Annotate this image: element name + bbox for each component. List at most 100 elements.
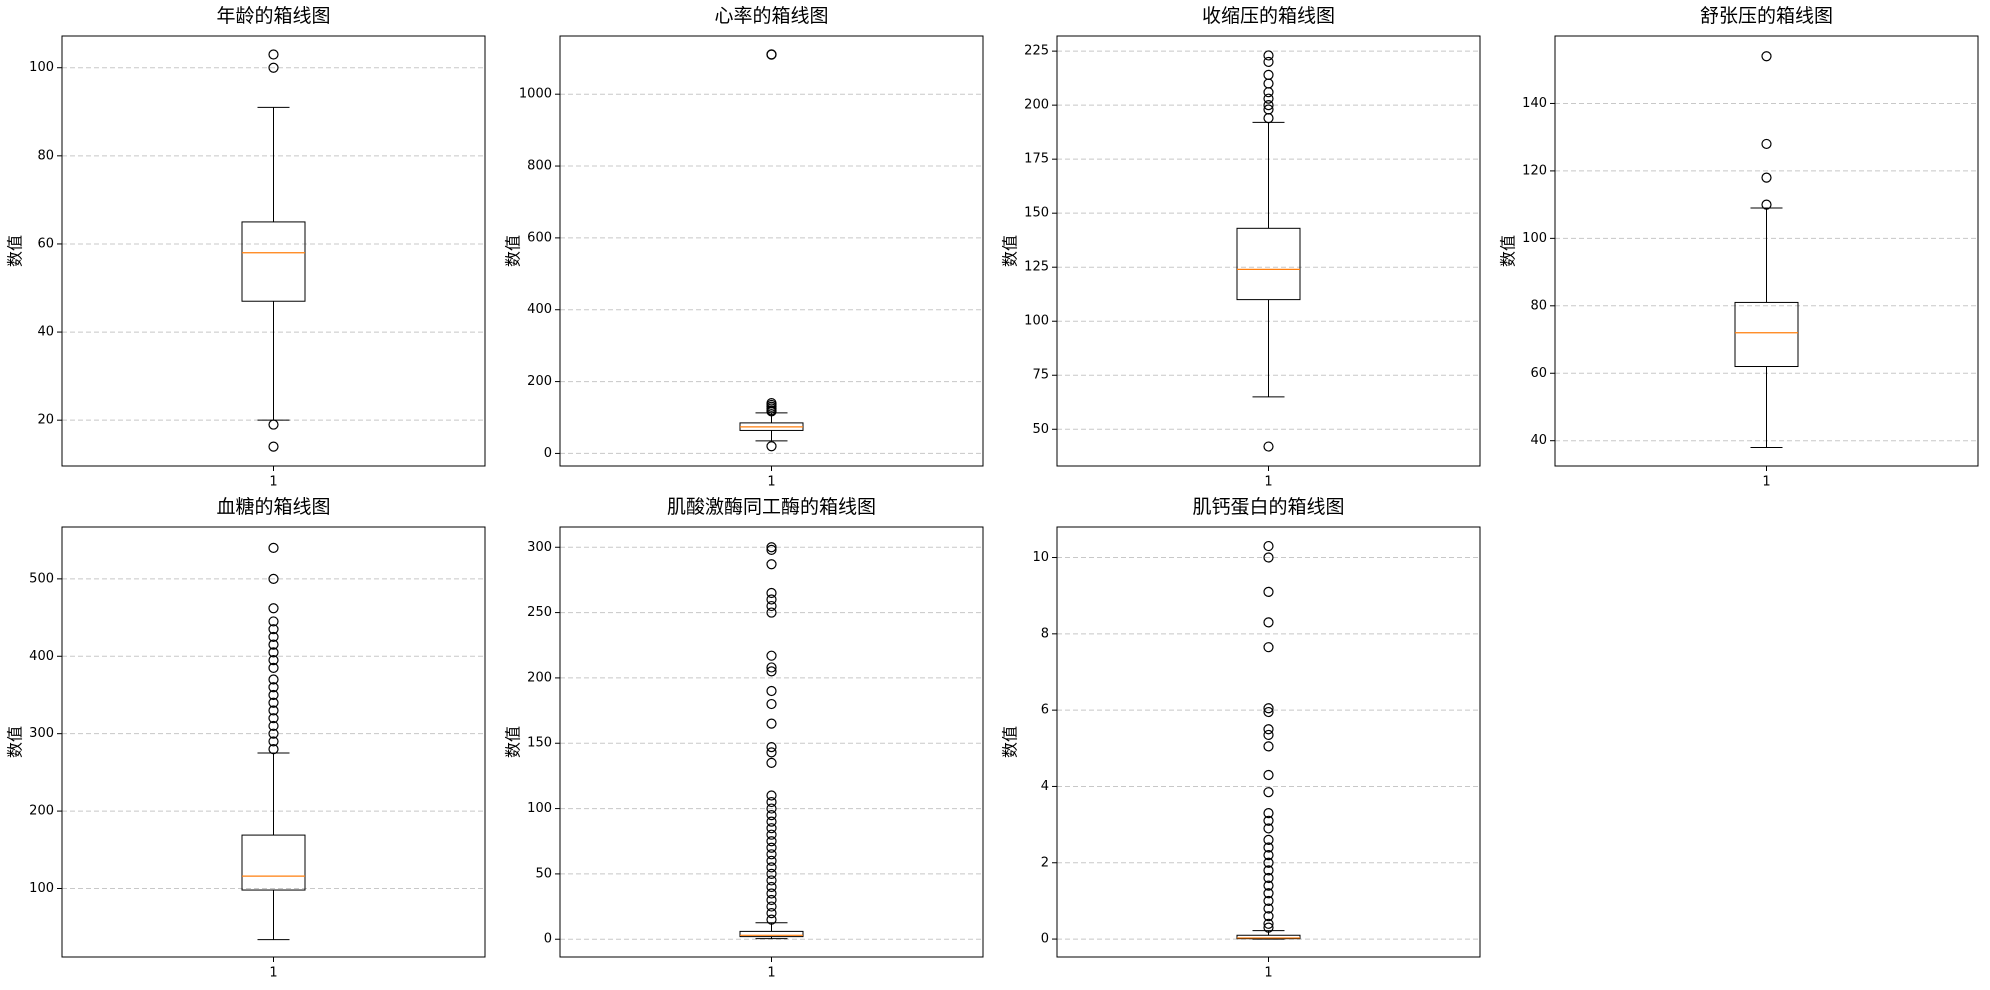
flier: [268, 603, 279, 614]
flier: [1263, 834, 1274, 845]
flier: [766, 823, 777, 834]
flier: [1263, 617, 1274, 628]
flier: [268, 736, 279, 747]
y-tick-label: 20: [37, 413, 54, 428]
y-tick-label: 100: [1024, 314, 1049, 329]
flier: [766, 803, 777, 814]
flier: [1263, 903, 1274, 914]
flier: [766, 406, 777, 417]
flier: [766, 49, 777, 60]
chart-title: 收缩压的箱线图: [1202, 5, 1335, 27]
flier: [1263, 552, 1274, 563]
flier: [766, 747, 777, 758]
y-axis-label: 数值: [504, 726, 523, 758]
flier: [1263, 741, 1274, 752]
x-tick-label: 1: [767, 966, 775, 981]
flier: [268, 728, 279, 739]
flier: [1263, 911, 1274, 922]
y-axis-label: 数值: [504, 235, 523, 267]
flier: [766, 587, 777, 599]
y-tick-label: 140: [1522, 96, 1547, 111]
flier: [268, 682, 279, 693]
flier: [1263, 815, 1274, 826]
axes-frame: [559, 35, 984, 467]
flier: [766, 914, 777, 925]
flier: [766, 559, 777, 570]
flier: [1761, 172, 1772, 183]
flier: [1263, 729, 1274, 741]
y-tick-label: 200: [1024, 98, 1049, 113]
chart-title: 肌酸激酶同工酶的箱线图: [667, 496, 876, 518]
flier: [766, 855, 777, 866]
box: [241, 834, 306, 891]
y-tick-label: 50: [535, 866, 552, 881]
flier: [766, 881, 777, 893]
flier: [1263, 823, 1274, 834]
flier: [766, 868, 777, 880]
y-tick-label: 250: [527, 605, 552, 620]
y-tick-label: 6: [1041, 703, 1049, 718]
flier: [1761, 199, 1772, 210]
y-tick-label: 10: [1032, 550, 1049, 565]
x-tick-label: 1: [1264, 475, 1272, 490]
flier: [268, 744, 279, 755]
y-tick-label: 75: [1032, 368, 1049, 383]
flier: [1263, 787, 1274, 798]
flier: [1263, 724, 1274, 735]
flier: [1263, 113, 1274, 124]
flier: [766, 862, 777, 873]
flier: [1263, 857, 1274, 868]
flier: [766, 542, 777, 553]
y-tick-label: 120: [1522, 163, 1547, 178]
flier: [268, 573, 279, 584]
y-tick-label: 200: [527, 374, 552, 389]
y-tick-label: 40: [37, 325, 54, 340]
chart-title: 心率的箱线图: [714, 5, 828, 27]
y-tick-label: 400: [527, 302, 552, 317]
y-axis-label: 数值: [1499, 235, 1518, 267]
chart-title: 年龄的箱线图: [216, 5, 330, 27]
flier: [268, 662, 279, 673]
flier: [268, 616, 279, 627]
flier: [766, 718, 777, 729]
flier: [1263, 895, 1274, 907]
flier: [268, 62, 279, 73]
y-axis-label: 数值: [6, 235, 25, 267]
chart-title: 肌钙蛋白的箱线图: [1192, 496, 1344, 518]
flier: [766, 907, 777, 919]
flier: [1263, 769, 1274, 781]
axes-frame: [61, 35, 486, 467]
flier: [766, 662, 777, 673]
chart-title: 舒张压的箱线图: [1700, 5, 1833, 27]
y-tick-label: 0: [1041, 932, 1049, 947]
y-tick-label: 800: [527, 159, 552, 174]
y-axis-label: 数值: [1001, 235, 1020, 267]
flier: [268, 631, 279, 643]
flier: [1263, 842, 1274, 853]
axes-frame: [1056, 526, 1481, 958]
flier: [1263, 865, 1274, 876]
flier: [268, 697, 279, 708]
y-tick-label: 100: [527, 801, 552, 816]
x-tick-label: 1: [767, 475, 775, 490]
flier: [268, 624, 279, 635]
flier: [1263, 56, 1274, 68]
y-tick-label: 100: [1522, 231, 1547, 246]
flier: [1263, 642, 1274, 653]
y-tick-label: 500: [29, 571, 54, 586]
flier: [1263, 872, 1274, 884]
y-tick-label: 100: [29, 60, 54, 75]
flier: [766, 757, 777, 768]
flier: [1263, 918, 1274, 929]
y-tick-label: 150: [1024, 206, 1049, 221]
flier: [268, 713, 279, 724]
flier: [766, 849, 777, 860]
flier: [268, 542, 279, 554]
flier: [766, 544, 777, 555]
flier: [268, 655, 279, 666]
box: [241, 221, 306, 302]
axes-frame: [61, 526, 486, 958]
flier: [766, 742, 777, 753]
flier: [1263, 703, 1274, 714]
axes-frame: [1554, 35, 1979, 467]
